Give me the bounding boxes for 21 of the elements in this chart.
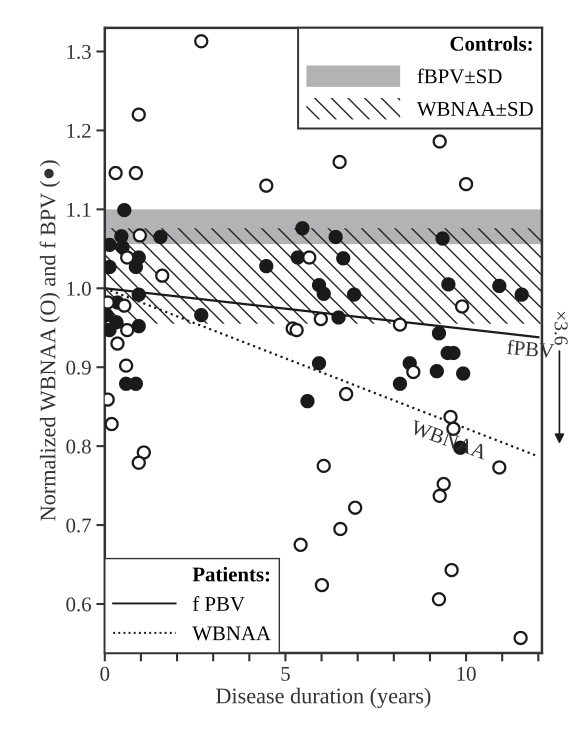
x-tick-label: 0 — [100, 666, 110, 681]
x-tick-label: 5 — [281, 666, 290, 681]
legend-label: WBNAA±SD — [416, 102, 533, 116]
text: ×3.6 — [554, 312, 568, 345]
y-tick-label: 0.6 — [66, 597, 91, 612]
y-axis-title: Normalized WBNAA (O) and f BPV (●) — [40, 160, 60, 521]
x-tick-label: 10 — [457, 666, 476, 681]
y-tick-label: 0.7 — [66, 518, 92, 533]
legend-label: fBPV±SD — [417, 68, 502, 84]
annotation: fPBV — [506, 339, 555, 358]
legend-title: Patients: — [192, 566, 270, 582]
y-tick-label: 0.9 — [66, 360, 91, 375]
legend-label: f PBV — [192, 596, 245, 612]
legend-label: WBNAA — [192, 626, 271, 640]
y-tick-label: 0.8 — [66, 440, 91, 454]
y-tick-label: 1.1 — [67, 202, 90, 217]
y-tick-label: 1.2 — [67, 124, 90, 138]
x-axis-title: Disease duration (years) — [216, 688, 430, 708]
y-tick-label: 1.3 — [67, 44, 91, 60]
y-tick-label: 1.0 — [67, 282, 91, 296]
annotation: Controls: — [450, 36, 532, 51]
